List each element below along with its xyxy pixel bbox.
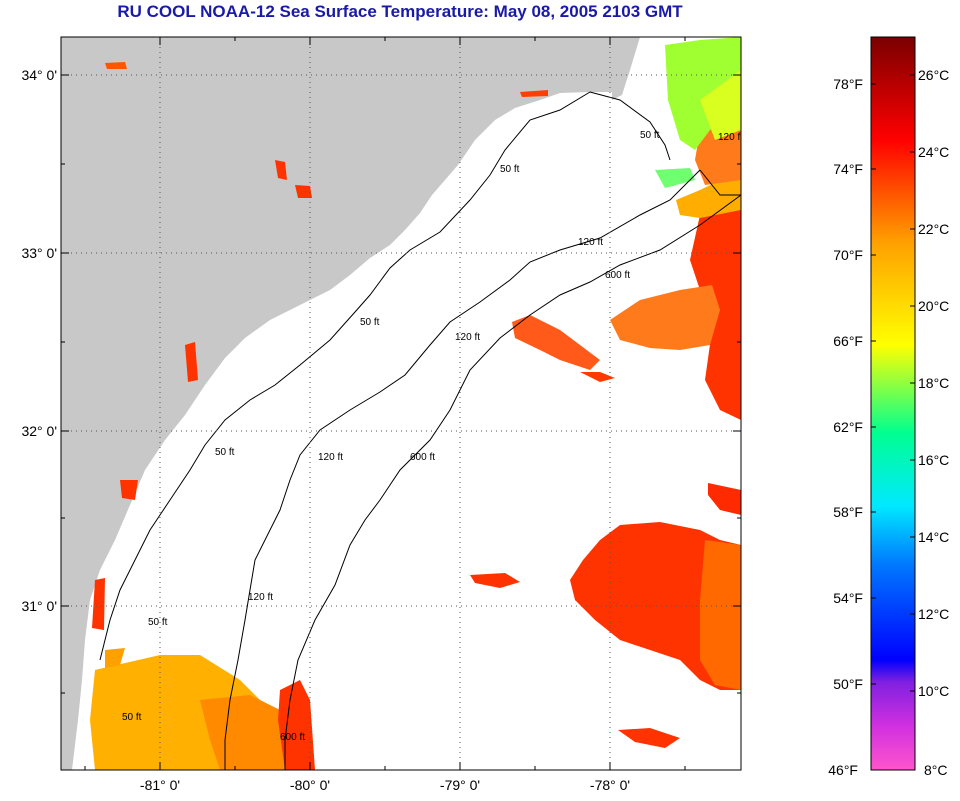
celsius-label: 22°C [918,221,949,237]
contour-120ft [224,169,741,770]
sst-patches [90,37,741,770]
depth-contours [99,91,741,770]
celsius-label: 26°C [918,67,949,83]
contour-label: 120 ft [718,132,743,143]
fahrenheit-label: 70°F [833,247,863,263]
contour-label: 600 ft [605,270,630,281]
graticule [61,37,741,770]
celsius-label: 12°C [918,606,949,622]
celsius-label: 14°C [918,529,949,545]
contour-label: 120 ft [578,237,603,248]
land-area [61,37,612,770]
lat-label: 33° 0' [21,245,57,261]
contour-label: 50 ft [500,164,520,175]
lon-label: -80° 0' [290,777,330,793]
lon-label: -79° 0' [440,777,480,793]
fahrenheit-label: 50°F [833,676,863,692]
barrier-island [612,37,640,100]
contour-label: 50 ft [215,447,235,458]
celsius-label: 18°C [918,375,949,391]
celsius-label: 24°C [918,144,949,160]
fahrenheit-label: 54°F [833,590,863,606]
contour-label: 50 ft [122,712,142,723]
contour-labels: 50 ft 50 ft 50 ft 50 ft 50 ft 50 ft 120 … [122,130,743,743]
contour-label: 600 ft [280,732,305,743]
sst-map: 50 ft 50 ft 50 ft 50 ft 50 ft 50 ft 120 … [21,36,743,793]
contour-label: 50 ft [360,317,380,328]
fahrenheit-label: 62°F [833,419,863,435]
fahrenheit-label: 74°F [833,161,863,177]
contour-label: 600 ft [410,452,435,463]
map-frame [60,36,742,771]
celsius-label: 20°C [918,298,949,314]
colorbar-gradient [870,36,916,771]
celsius-label: 16°C [918,452,949,468]
lat-label: 31° 0' [21,598,57,614]
fahrenheit-label: 78°F [833,76,863,92]
fahrenheit-label: 46°F [828,762,858,778]
contour-label: 120 ft [318,452,343,463]
celsius-label: 8°C [924,762,948,778]
lat-label: 32° 0' [21,423,57,439]
lat-label: 34° 0' [21,67,57,83]
lon-label: -81° 0' [140,777,180,793]
contour-label: 120 ft [455,332,480,343]
lon-label: -78° 0' [590,777,630,793]
contour-600ft [284,194,741,770]
axis-ticks [61,37,741,770]
contour-label: 50 ft [640,130,660,141]
contour-label: 50 ft [148,617,168,628]
celsius-label: 10°C [918,683,949,699]
map-title: RU COOL NOAA-12 Sea Surface Temperature:… [117,2,683,21]
contour-label: 120 ft [248,592,273,603]
fahrenheit-label: 66°F [833,333,863,349]
colorbar-ticks [871,74,915,692]
fahrenheit-label: 58°F [833,504,863,520]
